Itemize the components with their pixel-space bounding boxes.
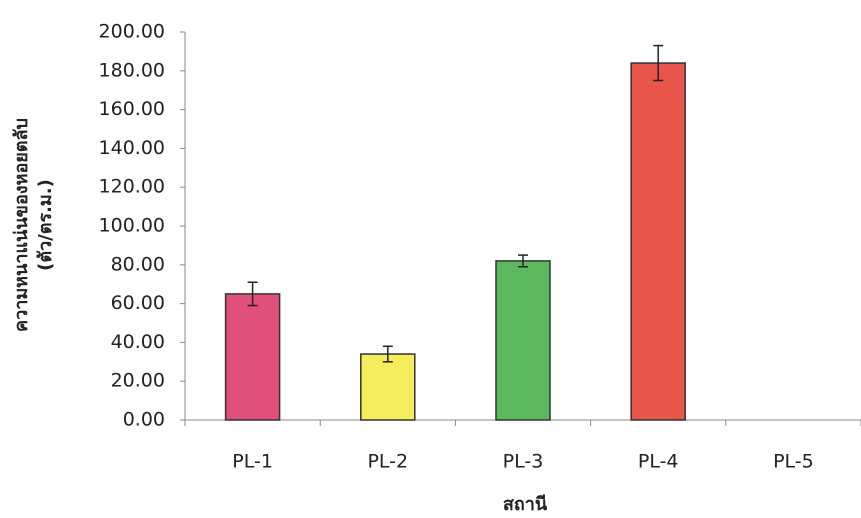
y-tick-label: 200.00 [99, 21, 165, 43]
y-tick-label: 120.00 [99, 176, 165, 198]
bar [360, 353, 416, 421]
y-tick-label: 160.00 [99, 98, 165, 120]
x-tick-label: PL-2 [367, 451, 408, 473]
y-axis-label: (ตัว/ตร.ม.) [35, 179, 56, 271]
x-tick-label: PL-1 [232, 451, 273, 473]
y-tick-label: 60.00 [111, 292, 165, 314]
y-tick-label: 80.00 [111, 253, 165, 275]
y-tick-label: 20.00 [111, 370, 165, 392]
x-tick-label: PL-3 [503, 451, 544, 473]
y-tick-label: 180.00 [99, 59, 165, 81]
y-tick-label: 100.00 [99, 215, 165, 237]
x-axis-label: สถานี [503, 494, 548, 515]
y-axis-label: ความหนาแน่นของหอยตลับ [11, 118, 32, 332]
y-tick-label: 40.00 [111, 331, 165, 353]
bar [224, 293, 281, 421]
x-tick-label: PL-5 [773, 451, 814, 473]
y-tick-label: 0.00 [123, 409, 165, 431]
bar [630, 62, 686, 421]
x-tick-label: PL-4 [638, 451, 679, 473]
y-tick-label: 140.00 [99, 137, 165, 159]
bar [495, 260, 551, 421]
